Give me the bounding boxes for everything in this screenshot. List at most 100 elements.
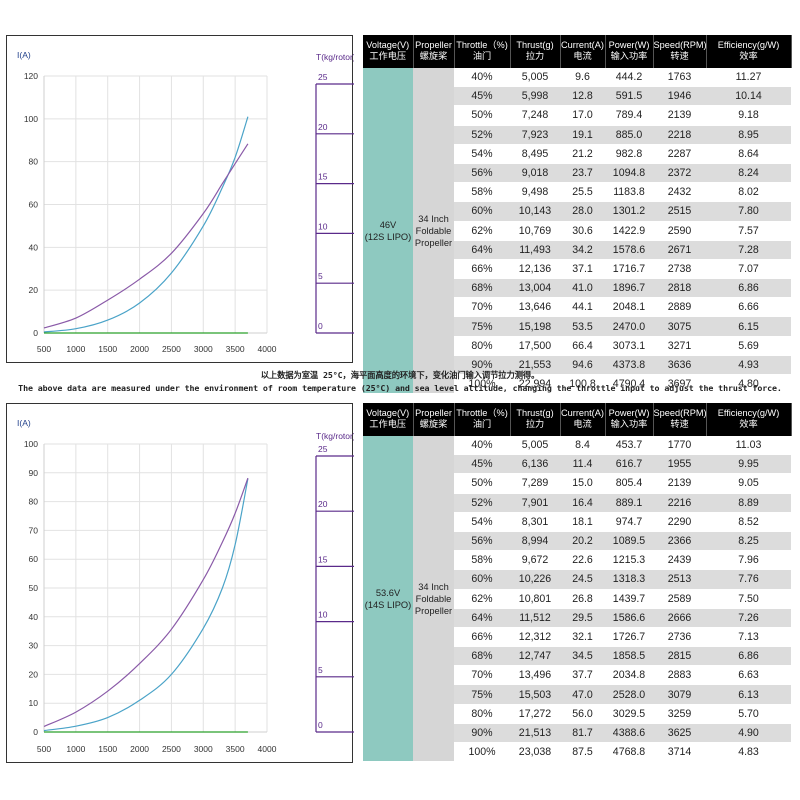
table-cell: 75% <box>454 684 510 705</box>
column-header: Thrust(g) 拉力 <box>510 403 561 436</box>
column-header: Power(W) 输入功率 <box>605 403 654 436</box>
y-tick-label: 100 <box>24 114 38 124</box>
table-cell: 24.5 <box>560 569 605 590</box>
right-tick-label: 15 <box>318 172 328 182</box>
column-header-en: Efficiency(g/W) <box>717 40 780 50</box>
column-header-en: Voltage(V) <box>366 40 410 50</box>
table-cell: 4.80 <box>706 374 791 395</box>
battery-config: (14S LIPO) <box>364 599 412 610</box>
column-header: Thrust(g) 拉力 <box>510 35 561 68</box>
column-header-cn: 工作电压 <box>369 419 407 429</box>
table-row: 80% 17,500 66.4 3073.1 3271 5.69 <box>363 336 791 356</box>
table-cell: 37.7 <box>560 665 605 686</box>
table-row: 75% 15,503 47.0 2528.0 3079 6.13 <box>363 684 791 705</box>
table-cell: 2034.8 <box>605 665 653 686</box>
right-tick-label: 5 <box>318 665 323 675</box>
table-cell: 10,143 <box>510 201 560 222</box>
table-cell: 2589 <box>653 589 706 609</box>
table-cell: 1955 <box>653 454 706 475</box>
table-cell: 2671 <box>653 240 706 260</box>
table-row: 54% 8,495 21.2 982.8 2287 8.64 <box>363 144 791 164</box>
y-tick-label: 100 <box>24 439 38 449</box>
table-cell: 68% <box>454 278 510 299</box>
table-cell: 4768.8 <box>605 742 653 763</box>
table-cell: 25.5 <box>560 182 605 203</box>
right-tick-label: 20 <box>318 499 328 509</box>
table-cell: 100.8 <box>560 374 605 395</box>
table-row: 80% 17,272 56.0 3029.5 3259 5.70 <box>363 704 791 724</box>
column-header-en: Speed(RPM) <box>653 408 707 418</box>
table-row: 90% 21,513 81.7 4388.6 3625 4.90 <box>363 723 791 744</box>
table-cell: 1439.7 <box>605 589 653 609</box>
table-cell: 100% <box>454 374 510 395</box>
table-cell: 28.0 <box>560 201 605 222</box>
table-cell: 2048.1 <box>605 297 653 318</box>
column-header: Efficiency(g/W) 效率 <box>706 35 792 68</box>
table-cell: 6.86 <box>706 646 791 667</box>
table-cell: 2883 <box>653 665 706 686</box>
y-tick-label: 0 <box>33 727 38 737</box>
table-cell: 11,512 <box>510 608 560 628</box>
table-row: 50% 7,248 17.0 789.4 2139 9.18 <box>363 105 791 126</box>
right-tick-label: 15 <box>318 554 328 564</box>
table-cell: 885.0 <box>605 125 653 145</box>
table-cell: 8,301 <box>510 512 560 532</box>
table-row: 62% 10,769 30.6 1422.9 2590 7.57 <box>363 221 791 241</box>
x-tick-label: 1500 <box>98 344 117 354</box>
table-cell: 2372 <box>653 163 706 184</box>
table-cell: 7.80 <box>706 201 791 222</box>
table-row: 68% 13,004 41.0 1896.7 2818 6.86 <box>363 278 791 299</box>
table-cell: 591.5 <box>605 86 653 107</box>
table-cell: 5.70 <box>706 704 791 724</box>
battery-config: (12S LIPO) <box>364 231 412 242</box>
propeller-text: Foldable <box>415 225 452 236</box>
table-cell: 34.5 <box>560 646 605 667</box>
table-cell: 9,498 <box>510 182 560 203</box>
y-tick-label: 20 <box>29 669 39 679</box>
table-cell: 66% <box>454 627 510 648</box>
table-cell: 21,553 <box>510 355 560 376</box>
table-cell: 26.8 <box>560 589 605 609</box>
table-cell: 22,994 <box>510 374 560 395</box>
table-cell: 7.76 <box>706 569 791 590</box>
x-tick-label: 2000 <box>130 744 149 754</box>
test-panel-12s: 500 1000 1500 2000 2500 3000 3500 4000 0 20 40 60 80… <box>0 35 800 395</box>
x-tick-label: 3000 <box>194 344 213 354</box>
chart-12s: 500 1000 1500 2000 2500 3000 3500 4000 0 20 40 60 80… <box>6 35 354 363</box>
column-header-en: Propeller <box>415 408 452 418</box>
caption-en: The above data are measured under the en… <box>18 383 782 393</box>
table-cell: 81.7 <box>560 723 605 744</box>
propeller-text: Propeller <box>414 605 453 616</box>
thrust-series-line <box>43 477 249 728</box>
header-row: Voltage(V) 工作电压 Propeller 螺旋桨 Throttle（%) 油门 T… <box>363 403 792 436</box>
table-cell: 1089.5 <box>605 531 653 552</box>
table-cell: 56.0 <box>560 704 605 724</box>
table-cell: 60% <box>454 569 510 590</box>
current-series-line <box>43 116 249 333</box>
table-row: 56% 8,994 20.2 1089.5 2366 8.25 <box>363 531 791 552</box>
table-cell: 53.5 <box>560 316 605 337</box>
table-cell: 9,672 <box>510 550 560 571</box>
table-cell: 58% <box>454 550 510 571</box>
column-header-cn: 拉力 <box>525 419 545 429</box>
table-cell: 3636 <box>653 355 706 376</box>
table-cell: 1578.6 <box>605 240 653 260</box>
y-tick-label: 30 <box>29 641 39 651</box>
x-tick-label: 500 <box>37 344 51 354</box>
right-tick-label: 0 <box>318 321 323 331</box>
table-cell: 8.4 <box>560 436 605 456</box>
table-cell: 7.26 <box>706 608 791 628</box>
table-cell: 1896.7 <box>605 278 653 299</box>
voltage-cell: 53.6V (14S LIPO) <box>363 436 413 763</box>
table-cell: 7.57 <box>706 221 791 241</box>
table-cell: 1183.8 <box>605 182 653 203</box>
table-cell: 32.1 <box>560 627 605 648</box>
right-tick-label: 25 <box>318 444 328 454</box>
x-tick-label: 3500 <box>226 344 245 354</box>
table-cell: 7,289 <box>510 473 560 494</box>
table-row: 58% 9,672 22.6 1215.3 2439 7.96 <box>363 550 791 571</box>
table-cell: 4388.6 <box>605 723 653 744</box>
x-tick-label: 2000 <box>130 344 149 354</box>
table-cell: 6,136 <box>510 454 560 475</box>
table-cell: 2528.0 <box>605 684 653 705</box>
